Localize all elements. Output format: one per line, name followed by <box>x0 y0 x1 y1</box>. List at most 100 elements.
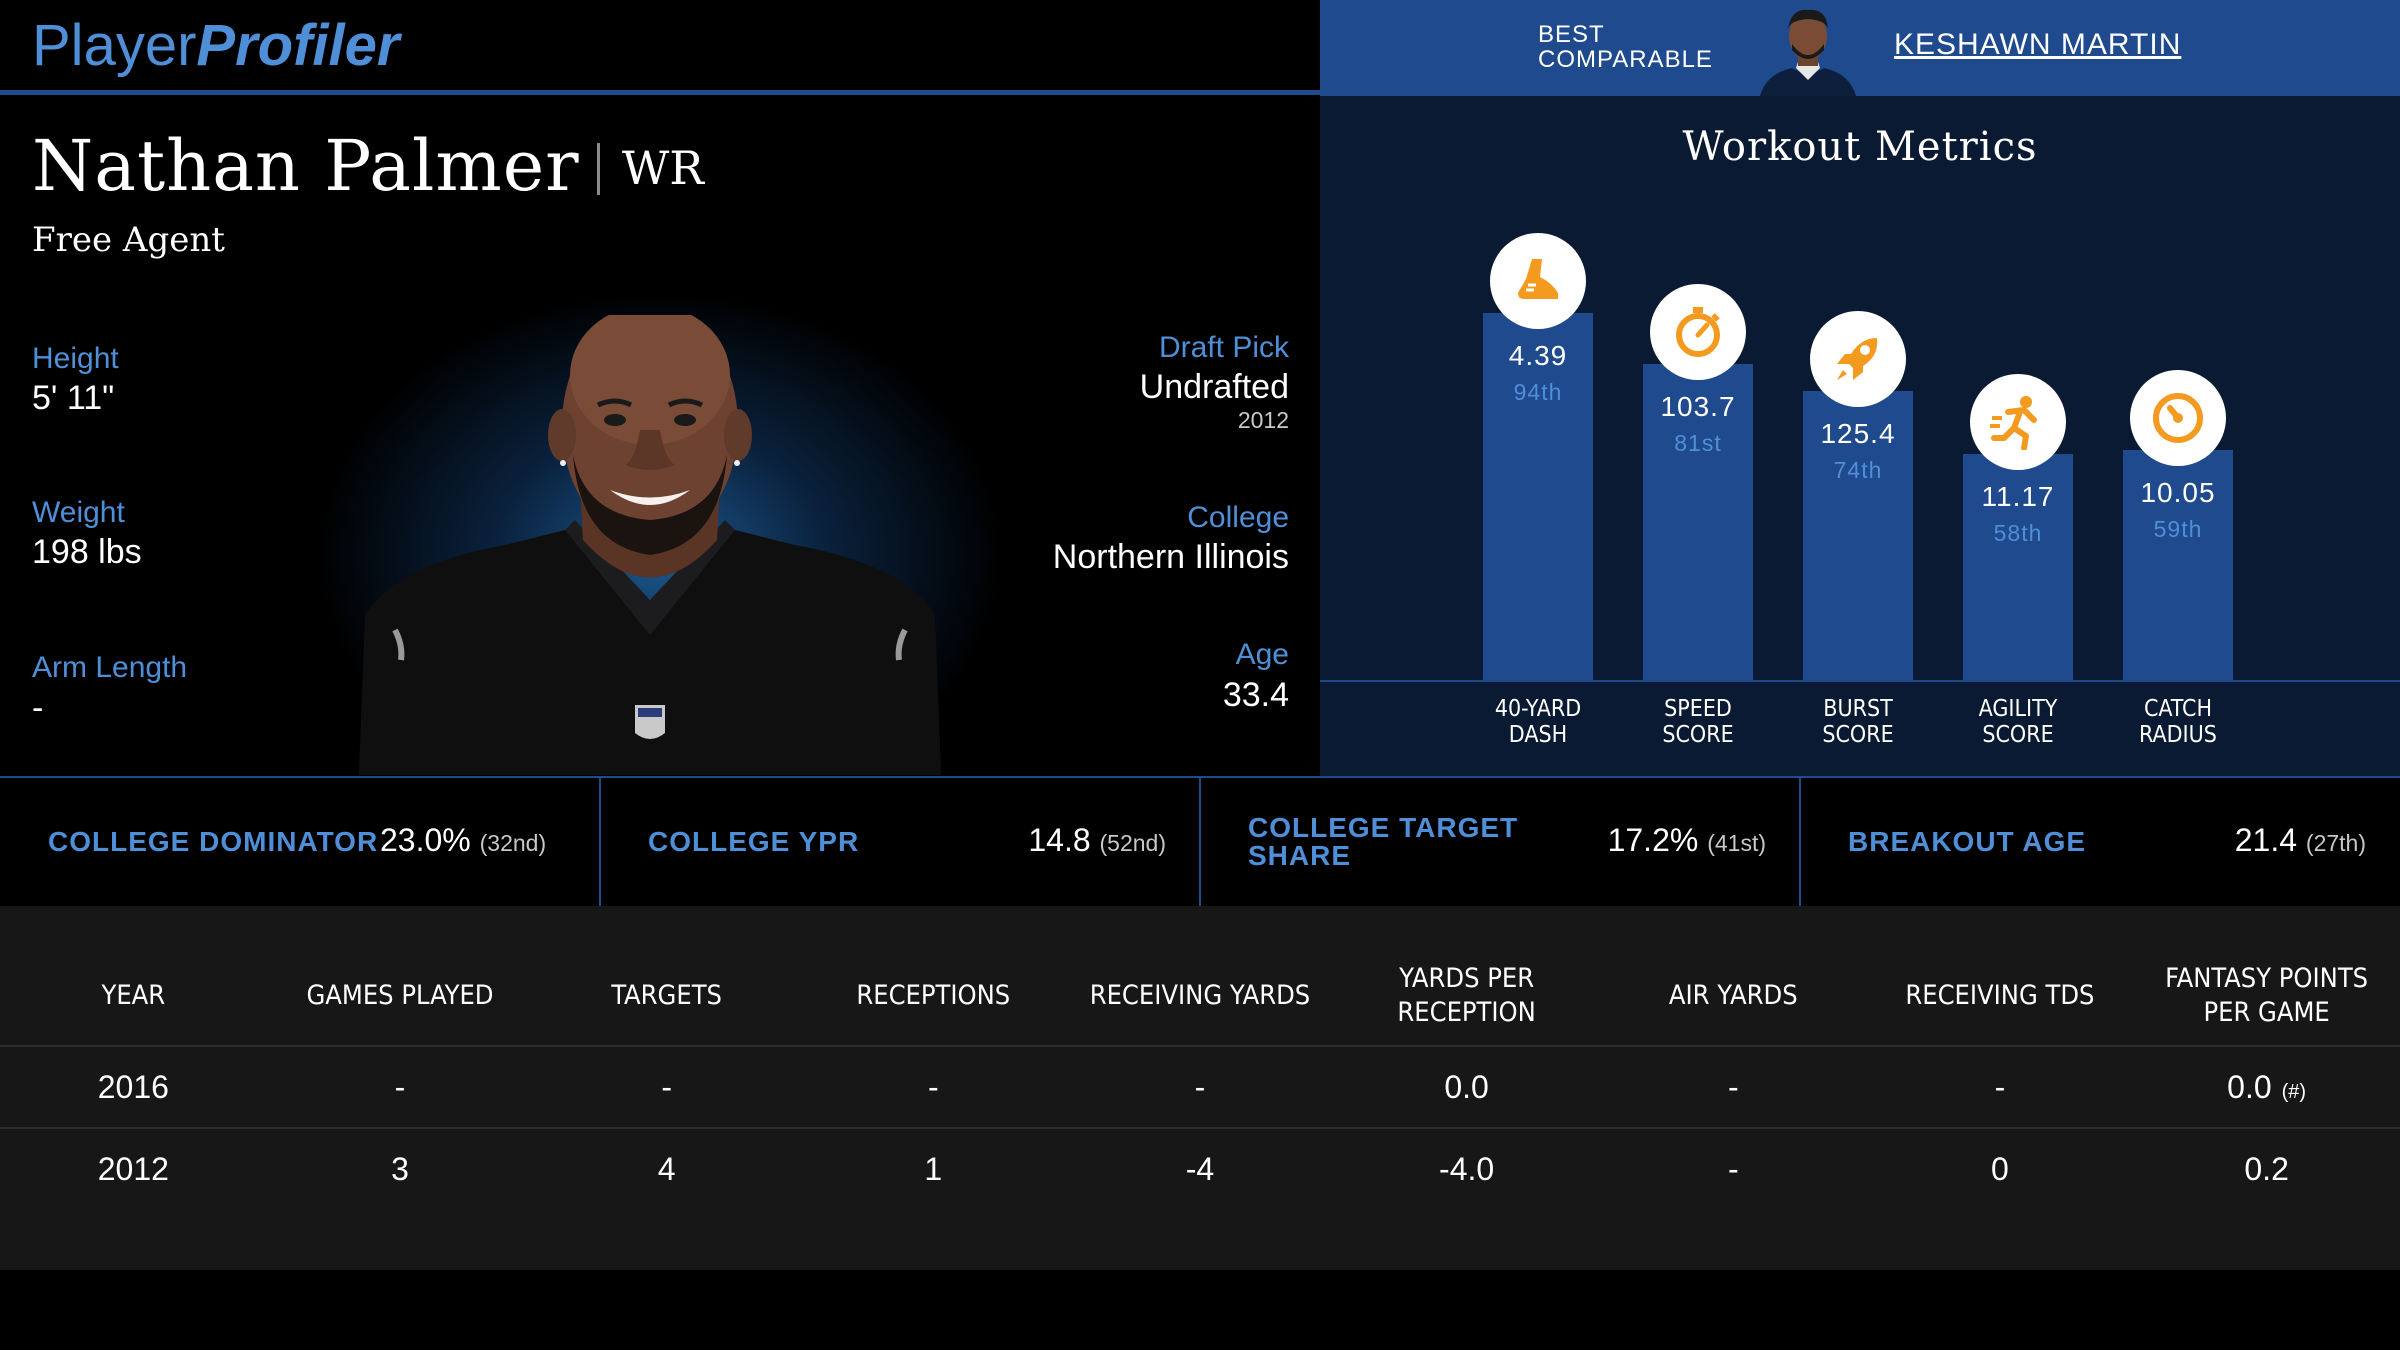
player-position: WR <box>622 141 704 195</box>
college-metric-divider <box>1199 778 1201 906</box>
column-header[interactable]: AIR YARDS <box>1599 946 1867 1047</box>
table-cell: - <box>1727 1151 1739 1187</box>
table-cell: 4 <box>657 1151 676 1187</box>
column-header[interactable]: YEAR <box>0 946 267 1047</box>
workout-label: AGILITY SCORE <box>1978 696 2058 748</box>
draft-year: 2012 <box>1237 407 1289 433</box>
column-header[interactable]: FANTASY POINTS PER GAME <box>2133 946 2400 1047</box>
table-cell: -4.0 <box>1439 1151 1495 1187</box>
table-cell: 1 <box>924 1151 943 1187</box>
workout-baseline <box>1320 680 2400 682</box>
table-cell: 0.0 <box>1333 1046 1600 1129</box>
college-metric-cell: COLLEGE YPR 14.8 (52nd) <box>600 778 1200 906</box>
table-cell: - <box>1866 1046 2134 1129</box>
workout-label: CATCH RADIUS <box>2139 696 2217 748</box>
header-bar: PlayerProfiler <box>0 0 1320 90</box>
workout-label: BURST SCORE <box>1822 696 1894 748</box>
table-cell: 0 <box>1991 1151 2009 1187</box>
column-header[interactable]: RECEIVING YARDS <box>1066 946 1334 1047</box>
college-metric-value: 23.0% (32nd) <box>380 822 547 858</box>
college-metric-label: COLLEGE YPR <box>648 826 860 857</box>
workout-rank: 74th <box>1833 457 1883 483</box>
workout-bar[interactable] <box>1643 364 1753 680</box>
team-status: Free Agent <box>32 220 225 260</box>
weight-label: Weight <box>32 496 125 529</box>
workout-value: 10.05 <box>2140 477 2216 508</box>
workout-value: 11.17 <box>1981 481 2055 512</box>
college-metric-value: 14.8 (52nd) <box>1028 822 1166 858</box>
age-label: Age <box>1235 638 1289 671</box>
table-cell: - <box>1599 1046 1867 1129</box>
college-metric-rank: (52nd) <box>1099 830 1166 856</box>
column-header[interactable]: RECEIVING TDS <box>1866 946 2134 1047</box>
target-icon <box>2130 370 2226 466</box>
college-metric-value: 17.2% (41st) <box>1607 822 1766 858</box>
college-metric-cell: COLLEGE DOMINATOR 23.0% (32nd) <box>0 778 600 906</box>
player-panel: Nathan Palmer WR Free Agent Height 5' 11… <box>0 95 1320 775</box>
table-cell: - <box>1066 1046 1334 1129</box>
workout-value: 4.39 <box>1508 340 1568 371</box>
table-cell: 2012 <box>97 1151 169 1187</box>
best-comparable-bar: BEST COMPARABLE KESHAWN MARTIN <box>1320 0 2400 96</box>
weight-value: 198 lbs <box>32 533 142 571</box>
college-metric-divider <box>1799 778 1801 906</box>
arm-length-value: - <box>32 689 44 727</box>
college-metric-rank: (32nd) <box>479 830 547 856</box>
table-row: 2012 3 4 1 -4 -4.0 - 0 0.2 <box>0 1128 2400 1210</box>
college-metric-label: BREAKOUT AGE <box>1848 826 2087 857</box>
height-value: 5' 11" <box>32 379 115 417</box>
workout-rank: 81st <box>1674 430 1722 456</box>
column-header[interactable]: YARDS PER RECEPTION <box>1333 946 1600 1047</box>
workout-metrics-panel: Workout Metrics 4.39 94th 40-YARD DASH 103.7… <box>1320 96 2400 776</box>
table-cell: - <box>799 1046 1067 1129</box>
rocket-icon <box>1810 311 1906 407</box>
site-logo[interactable]: PlayerProfiler <box>32 13 400 78</box>
workout-rank: 94th <box>1513 379 1563 405</box>
table-row: 2016- - - -0.0- -0.0 (#) <box>0 1046 2400 1129</box>
stopwatch-icon <box>1650 284 1746 380</box>
table-header-row: YEAR GAMES PLAYED TARGETS RECEPTIONS RECEIVI… <box>0 946 2400 1047</box>
workout-bar[interactable] <box>2123 450 2233 680</box>
workout-bar[interactable] <box>1963 454 2073 680</box>
workout-rank: 59th <box>2153 516 2203 542</box>
season-stats-section: YEAR GAMES PLAYED TARGETS RECEPTIONS RECEIVI… <box>0 906 2400 1270</box>
college-metric-value: 21.4 (27th) <box>2234 822 2366 858</box>
workout-bar[interactable] <box>1803 391 1913 680</box>
college-metric-divider <box>599 778 601 906</box>
table-cell: -4 <box>1185 1151 1215 1187</box>
workout-metrics-title: Workout Metrics <box>1682 124 2038 170</box>
runner-icon <box>1970 374 2066 470</box>
college-metric-cell: BREAKOUT AGE 21.4 (27th) <box>1800 778 2400 906</box>
player-photo <box>355 305 945 775</box>
college-metric-label: COLLEGE TARGET SHARE <box>1248 812 1519 871</box>
column-header[interactable]: TARGETS <box>533 946 800 1047</box>
player-name: Nathan Palmer <box>32 125 580 207</box>
workout-rank: 58th <box>1993 520 2043 546</box>
season-stats-table: YEAR GAMES PLAYED TARGETS RECEPTIONS RECEIVI… <box>0 946 2400 1210</box>
draft-pick-value: Undrafted <box>1139 368 1289 406</box>
column-header[interactable]: RECEPTIONS <box>799 946 1067 1047</box>
comparable-player-link[interactable]: KESHAWN MARTIN <box>1894 28 2182 61</box>
table-cell: - <box>533 1046 800 1129</box>
column-header[interactable]: GAMES PLAYED <box>266 946 534 1047</box>
name-divider <box>597 143 600 195</box>
height-label: Height <box>32 342 119 375</box>
table-cell: 0.2 <box>2244 1151 2289 1187</box>
table-cell: 0.0 (#) <box>2133 1046 2400 1129</box>
footnote-marker[interactable]: (#) <box>2281 1080 2307 1103</box>
best-comparable-label: BEST COMPARABLE <box>1538 21 1713 73</box>
workout-label: SPEED SCORE <box>1662 696 1734 748</box>
college-metric-label: COLLEGE DOMINATOR <box>48 826 379 857</box>
table-cell: - <box>266 1046 534 1129</box>
comparable-avatar[interactable] <box>1752 4 1864 96</box>
college-metrics-row: COLLEGE DOMINATOR 23.0% (32nd) COLLEGE YPR… <box>0 776 2400 906</box>
workout-value: 125.4 <box>1820 418 1896 449</box>
workout-bar[interactable] <box>1483 313 1593 680</box>
workout-label: 40-YARD DASH <box>1494 696 1582 748</box>
college-metric-rank: (27th) <box>2305 830 2366 856</box>
college-value: Northern Illinois <box>1052 538 1289 576</box>
header-underline <box>0 90 1320 95</box>
college-label: College <box>1187 501 1289 534</box>
college-metric-rank: (41st) <box>1707 830 1766 856</box>
table-cell: 2016 <box>0 1046 267 1129</box>
